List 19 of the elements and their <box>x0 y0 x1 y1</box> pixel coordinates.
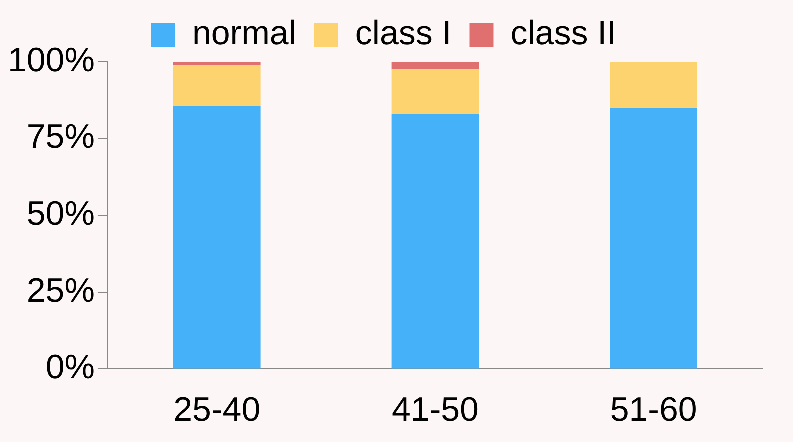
bar <box>173 106 261 369</box>
legend-label: class II <box>510 14 617 52</box>
y-tick-label: 0% <box>46 348 95 387</box>
x-tick-label: 25-40 <box>174 390 261 429</box>
y-tick-label: 100% <box>8 41 95 80</box>
legend-label: normal <box>192 14 296 52</box>
x-tick-label: 41-50 <box>392 390 479 429</box>
bar <box>610 108 698 369</box>
y-tick-label: 25% <box>26 272 95 310</box>
legend-label: class I <box>355 14 452 52</box>
y-tick-label: 75% <box>26 118 95 156</box>
x-tick-label: 51-60 <box>610 390 698 429</box>
bar <box>173 65 261 107</box>
bar <box>392 114 480 369</box>
y-tick-label: 50% <box>26 194 95 233</box>
bar <box>392 62 480 70</box>
bar <box>173 62 261 66</box>
bar <box>392 70 480 114</box>
bar <box>610 62 698 108</box>
